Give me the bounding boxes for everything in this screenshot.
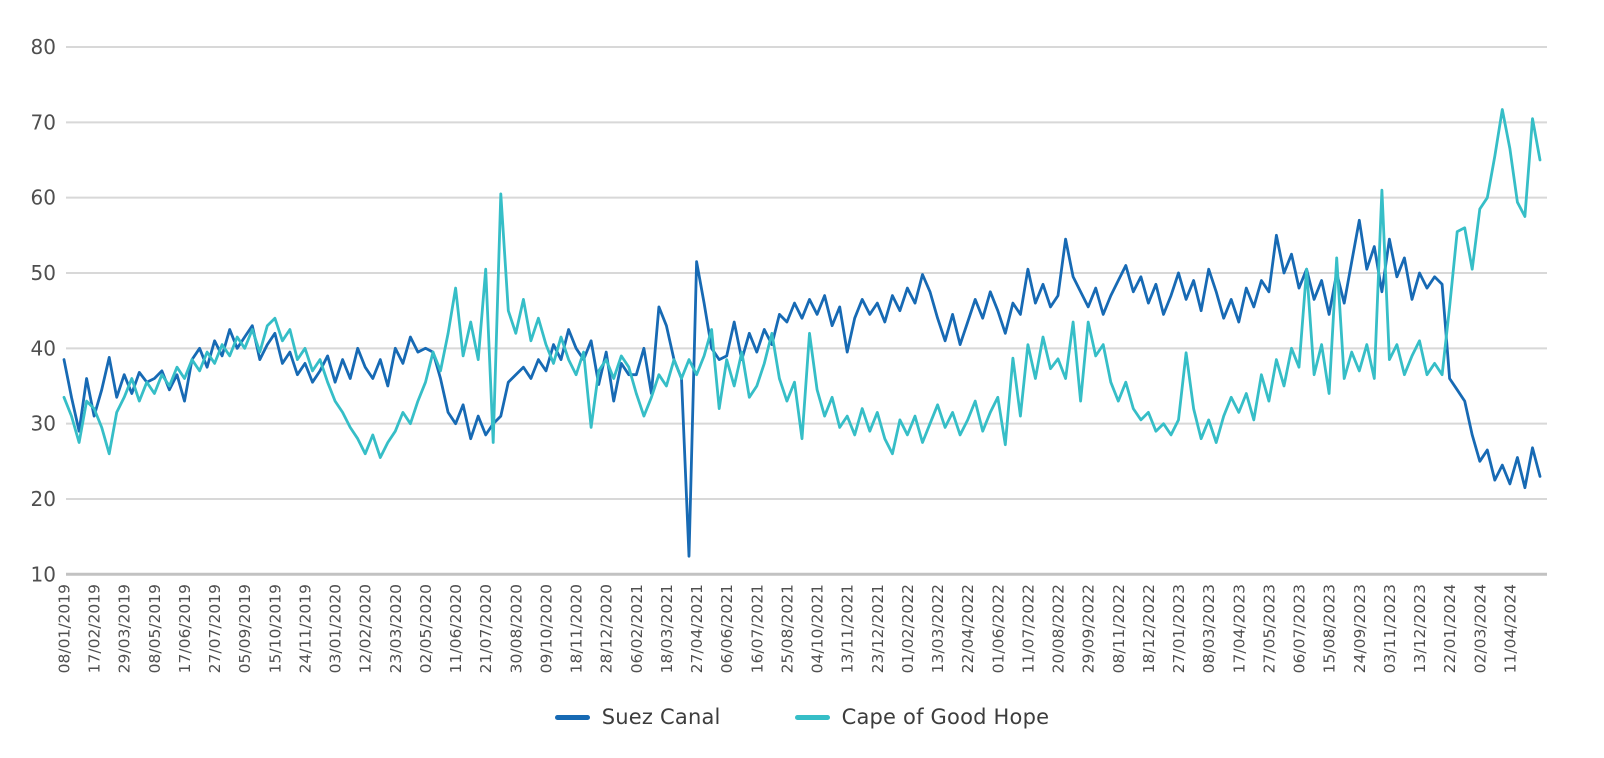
- x-tick-label: 03/01/2020: [327, 584, 345, 673]
- legend-item-cape-of-good-hope: Cape of Good Hope: [794, 705, 1050, 729]
- legend-label-suez-canal: Suez Canal: [601, 705, 721, 729]
- x-tick-label: 18/11/2020: [568, 584, 586, 673]
- y-tick-label: 50: [31, 261, 56, 285]
- x-tick-label: 12/02/2020: [357, 584, 375, 673]
- x-tick-label: 18/12/2022: [1140, 584, 1158, 673]
- x-tick-label: 09/10/2020: [537, 584, 555, 673]
- x-tick-label: 27/01/2023: [1170, 584, 1188, 673]
- x-tick-label: 11/04/2024: [1501, 584, 1519, 673]
- legend-label-cape-of-good-hope: Cape of Good Hope: [841, 705, 1050, 729]
- x-tick-label: 03/11/2023: [1381, 584, 1399, 673]
- x-tick-label: 06/02/2021: [628, 584, 646, 673]
- x-tick-label: 08/11/2022: [1110, 584, 1128, 673]
- y-tick-label: 20: [31, 487, 56, 511]
- x-tick-label: 13/12/2023: [1411, 584, 1429, 673]
- y-tick-label: 30: [31, 412, 56, 436]
- x-tick-label: 17/04/2023: [1230, 584, 1248, 673]
- y-tick-label: 10: [31, 562, 56, 586]
- x-tick-label: 17/06/2019: [176, 584, 194, 673]
- x-tick-label: 05/09/2019: [236, 584, 254, 673]
- x-tick-label: 16/07/2021: [748, 584, 766, 673]
- x-tick-label: 27/04/2021: [688, 584, 706, 673]
- x-tick-label: 27/07/2019: [206, 584, 224, 673]
- series-line-cape-of-good-hope: [62, 108, 1542, 459]
- x-tick-label: 06/07/2023: [1291, 584, 1309, 673]
- x-tick-label: 08/03/2023: [1200, 584, 1218, 673]
- x-tick-label: 24/09/2023: [1351, 584, 1369, 673]
- x-tick-label: 29/09/2022: [1080, 584, 1098, 673]
- x-tick-label: 02/05/2020: [417, 584, 435, 673]
- x-tick-label: 29/03/2019: [116, 584, 134, 673]
- x-tick-label: 22/01/2024: [1441, 584, 1459, 673]
- x-tick-label: 01/02/2022: [899, 584, 917, 673]
- legend-item-suez-canal: Suez Canal: [554, 705, 721, 729]
- y-tick-label: 60: [31, 186, 56, 210]
- series-line-suez-canal: [62, 218, 1542, 558]
- x-tick-label: 08/01/2019: [56, 584, 74, 673]
- x-tick-label: 15/10/2019: [266, 584, 284, 673]
- x-tick-label: 06/06/2021: [718, 584, 736, 673]
- x-tick-label: 27/05/2023: [1260, 584, 1278, 673]
- x-tick-label: 15/08/2023: [1321, 584, 1339, 673]
- x-tick-label: 23/12/2021: [869, 584, 887, 673]
- y-tick-label: 40: [31, 336, 56, 360]
- legend-swatch-suez-canal: [554, 714, 590, 720]
- chart-legend: Suez Canal Cape of Good Hope: [0, 700, 1604, 734]
- x-tick-label: 13/03/2022: [929, 584, 947, 673]
- x-tick-label: 04/10/2021: [809, 584, 827, 673]
- x-tick-label: 11/06/2020: [447, 584, 465, 673]
- x-tick-label: 21/07/2020: [477, 584, 495, 673]
- x-tick-label: 08/05/2019: [146, 584, 164, 673]
- y-tick-label: 80: [31, 35, 56, 59]
- x-tick-label: 11/07/2022: [1019, 584, 1037, 673]
- x-tick-label: 30/08/2020: [507, 584, 525, 673]
- x-tick-label: 25/08/2021: [778, 584, 796, 673]
- x-tick-label: 22/04/2022: [959, 584, 977, 673]
- x-tick-label: 17/02/2019: [86, 584, 104, 673]
- x-tick-label: 23/03/2020: [387, 584, 405, 673]
- x-tick-label: 13/11/2021: [839, 584, 857, 673]
- x-tick-label: 01/06/2022: [989, 584, 1007, 673]
- y-tick-label: 70: [31, 110, 56, 134]
- x-tick-label: 02/03/2024: [1471, 584, 1489, 673]
- x-tick-label: 28/12/2020: [598, 584, 616, 673]
- legend-swatch-cape-of-good-hope: [794, 714, 830, 720]
- x-tick-label: 20/08/2022: [1050, 584, 1068, 673]
- x-tick-label: 24/11/2019: [296, 584, 314, 673]
- x-tick-label: 18/03/2021: [658, 584, 676, 673]
